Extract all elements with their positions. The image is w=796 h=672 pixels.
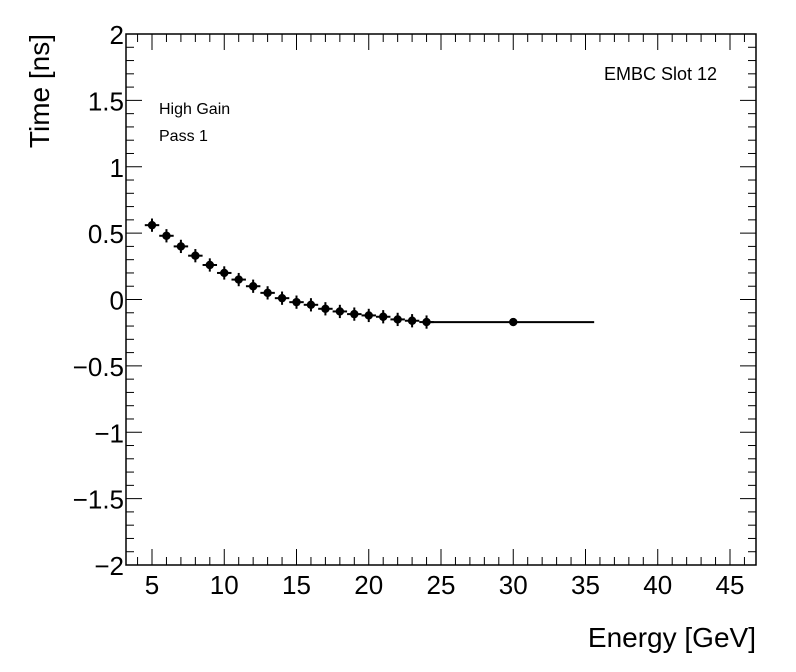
y-tick-label: −1 [94,418,124,448]
marker [335,307,345,316]
marker [422,317,431,327]
data-point [289,295,304,309]
x-tick-label: 20 [354,570,383,600]
marker [176,242,186,251]
marker [191,251,200,260]
x-tick-label: 30 [499,570,528,600]
x-tick-label: 10 [210,570,239,600]
y-tick-label: −2 [94,551,124,581]
data-point [375,310,391,324]
gain-annotation: High Gain [159,101,230,118]
y-tick-labels: 2 1.5 1 0.5 0 −0.5 −1 −1.5 −2 [73,20,124,581]
marker [147,220,157,230]
marker [364,311,373,320]
x-tick-label: 15 [282,570,311,600]
data-point [245,279,261,293]
data-point [361,308,376,323]
marker [350,309,359,319]
data-point [347,307,362,321]
marker [263,288,272,298]
y-tick-label: −0.5 [73,352,124,382]
x-tick-label: 5 [145,570,159,600]
data-point [202,258,218,272]
marker [277,293,287,303]
data-point [159,229,174,243]
y-tick-label: −1.5 [73,485,124,515]
data-point [144,218,160,232]
marker [220,268,229,278]
y-axis-title: Time [ns] [24,34,55,148]
x-tick-label: 40 [643,570,672,600]
data-point [332,304,348,319]
marker [379,312,388,321]
data-point [188,249,203,263]
x-axis-title: Energy [GeV] [588,622,756,653]
data-point [274,291,290,305]
data-point [509,317,518,327]
x-tick-labels: 5 10 15 20 25 30 35 40 45 [145,570,745,600]
marker [306,300,316,310]
x-tick-label: 45 [716,570,745,600]
marker [321,304,330,313]
data-point [173,239,189,254]
y-tick-label: 1.5 [88,86,124,116]
data-point [318,302,333,316]
marker [407,316,417,325]
y-tick-label: 0.5 [88,219,124,249]
slot-annotation: EMBC Slot 12 [604,64,717,84]
pass-annotation: Pass 1 [159,128,208,145]
data-points [144,218,518,329]
marker [292,297,301,307]
marker [248,282,258,291]
marker [509,317,518,327]
y-tick-label: 0 [110,286,124,316]
data-point [217,266,232,280]
y-tick-label: 1 [110,153,124,183]
data-point [419,315,434,329]
marker [162,231,171,240]
marker [393,315,402,324]
x-tick-label: 25 [427,570,456,600]
data-point [260,286,275,300]
data-point [303,298,319,312]
data-point [390,312,405,327]
x-tick-label: 35 [571,570,600,600]
major-ticks [126,33,756,566]
marker [205,260,215,270]
marker [234,275,243,284]
data-point [231,272,246,287]
minor-ticks [126,34,756,565]
y-tick-label: 2 [110,20,124,50]
data-point [404,314,420,328]
